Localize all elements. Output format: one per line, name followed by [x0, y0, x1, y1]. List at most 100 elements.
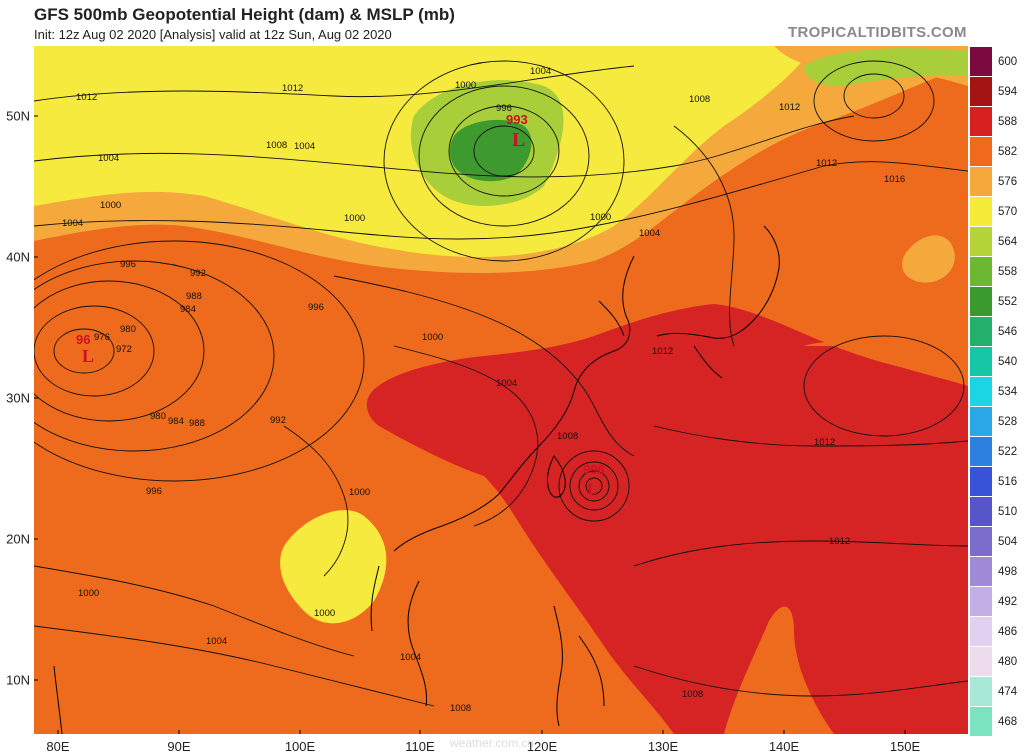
colorbar-label: 552 [998, 296, 1018, 308]
isobar-label: 992 [270, 415, 286, 426]
colorbar-label: 474 [998, 686, 1018, 698]
colorbar-color [970, 466, 992, 496]
colorbar-label: 492 [998, 596, 1018, 608]
colorbar-label: 594 [998, 86, 1018, 98]
low-pressure-marker: L [82, 346, 94, 366]
colorbar-color [970, 106, 992, 136]
band-576-pacific-blob [902, 235, 955, 283]
isobar-label: 1008 [682, 689, 703, 700]
colorbar-swatch [970, 616, 1024, 646]
colorbar-swatch [970, 196, 1024, 226]
isobar-label: 1000 [349, 487, 370, 498]
isobar-label: 1000 [422, 332, 443, 343]
lon-label: 110E [405, 739, 435, 754]
height-colorbar: 600 594 588 582 576 570 564 558 552 546 540 534 528 5… [970, 46, 1024, 736]
isobar-label: 1012 [816, 158, 837, 169]
colorbar-color [970, 316, 992, 346]
lon-label: 150E [889, 739, 921, 754]
lat-label: 50N [6, 108, 30, 124]
colorbar-label: 468 [998, 716, 1018, 728]
colorbar-swatch [970, 646, 1024, 676]
colorbar-color [970, 166, 992, 196]
lon-label: 100E [284, 739, 316, 754]
low-pressure-marker: L [587, 481, 598, 498]
isobar-label: 996 [496, 103, 512, 114]
colorbar-color [970, 376, 992, 406]
lon-label: 140E [768, 739, 800, 754]
colorbar-swatch [970, 76, 1024, 106]
isobar-label: 1004 [639, 228, 660, 239]
isobar-label: 996 [308, 302, 324, 313]
isobar-label: 1000 [590, 212, 611, 223]
isobar-label: 1012 [282, 83, 303, 94]
colorbar-swatch [970, 316, 1024, 346]
colorbar-swatch [970, 106, 1024, 136]
lat-label: 30N [6, 390, 30, 406]
colorbar-color [970, 346, 992, 376]
colorbar-label: 504 [998, 536, 1018, 548]
colorbar-label: 498 [998, 566, 1018, 578]
colorbar-swatch [970, 346, 1024, 376]
isobar-label: 1004 [496, 378, 517, 389]
colorbar-label: 600 [998, 56, 1018, 68]
isobar-label: 988 [186, 291, 202, 302]
brand-logo-text[interactable]: TROPICALTIDBITS.COM [788, 24, 967, 41]
lon-label: 90E [167, 739, 191, 754]
low-pressure-value: 96 [76, 332, 90, 347]
colorbar-swatch [970, 526, 1024, 556]
isobar-label: 1004 [206, 636, 227, 647]
colorbar-color [970, 136, 992, 166]
lat-label: 10N [6, 672, 30, 688]
latitude-axis: 50N 40N 30N 20N 10N [0, 46, 32, 734]
colorbar-color [970, 406, 992, 436]
chart-title: GFS 500mb Geopotential Height (dam) & MS… [34, 5, 455, 24]
longitude-axis: 80E 90E 100E 110E 120E 130E 140E 150E [34, 736, 968, 756]
watermark: weather.com.cn [450, 736, 535, 750]
colorbar-color [970, 676, 992, 706]
isobar-label: 1008 [450, 703, 471, 714]
colorbar-label: 588 [998, 116, 1018, 128]
isobar-label: 1004 [530, 66, 551, 77]
colorbar-swatch [970, 706, 1024, 736]
colorbar-color [970, 706, 992, 736]
isobar-label: 1008 [557, 431, 578, 442]
colorbar-swatch [970, 406, 1024, 436]
isobar-label: 976 [94, 332, 110, 343]
colorbar-swatch [970, 676, 1024, 706]
lat-label: 20N [6, 531, 30, 547]
isobar-label: 984 [180, 304, 196, 315]
isobar-label: 984 [168, 416, 184, 427]
isobar-label: 1004 [62, 218, 83, 229]
colorbar-swatch [970, 256, 1024, 286]
graticule-ticks [34, 115, 906, 734]
isobar-label: 1004 [98, 153, 119, 164]
colorbar-label: 528 [998, 416, 1018, 428]
isobar-label: 1008 [266, 140, 287, 151]
isobar-label: 1004 [294, 141, 315, 152]
colorbar-label: 576 [998, 176, 1018, 188]
isobar-label: 996 [120, 259, 136, 270]
lon-label: 80E [46, 739, 70, 754]
isobar-label: 1012 [652, 346, 673, 357]
geopotential-map[interactable]: 1012 1012 1008 1012 1012 1016 1004 1004 … [34, 46, 968, 734]
colorbar-label: 522 [998, 446, 1018, 458]
isobar-label: 980 [150, 411, 166, 422]
colorbar-label: 546 [998, 326, 1018, 338]
isobar-label: 1004 [400, 652, 421, 663]
colorbar-label: 480 [998, 656, 1018, 668]
isobar-label: 1016 [884, 174, 905, 185]
colorbar-label: 510 [998, 506, 1018, 518]
band-570-se-asia [280, 510, 387, 624]
colorbar-color [970, 526, 992, 556]
colorbar-color [970, 286, 992, 316]
isobar-label: 996 [146, 486, 162, 497]
lon-label: 120E [526, 739, 558, 754]
colorbar-label: 516 [998, 476, 1018, 488]
colorbar-swatch [970, 376, 1024, 406]
colorbar-swatch [970, 136, 1024, 166]
colorbar-color [970, 616, 992, 646]
colorbar-swatch [970, 286, 1024, 316]
colorbar-swatch [970, 556, 1024, 586]
isobar-label: 1000 [100, 200, 121, 211]
low-pressure-marker: L [512, 129, 525, 151]
